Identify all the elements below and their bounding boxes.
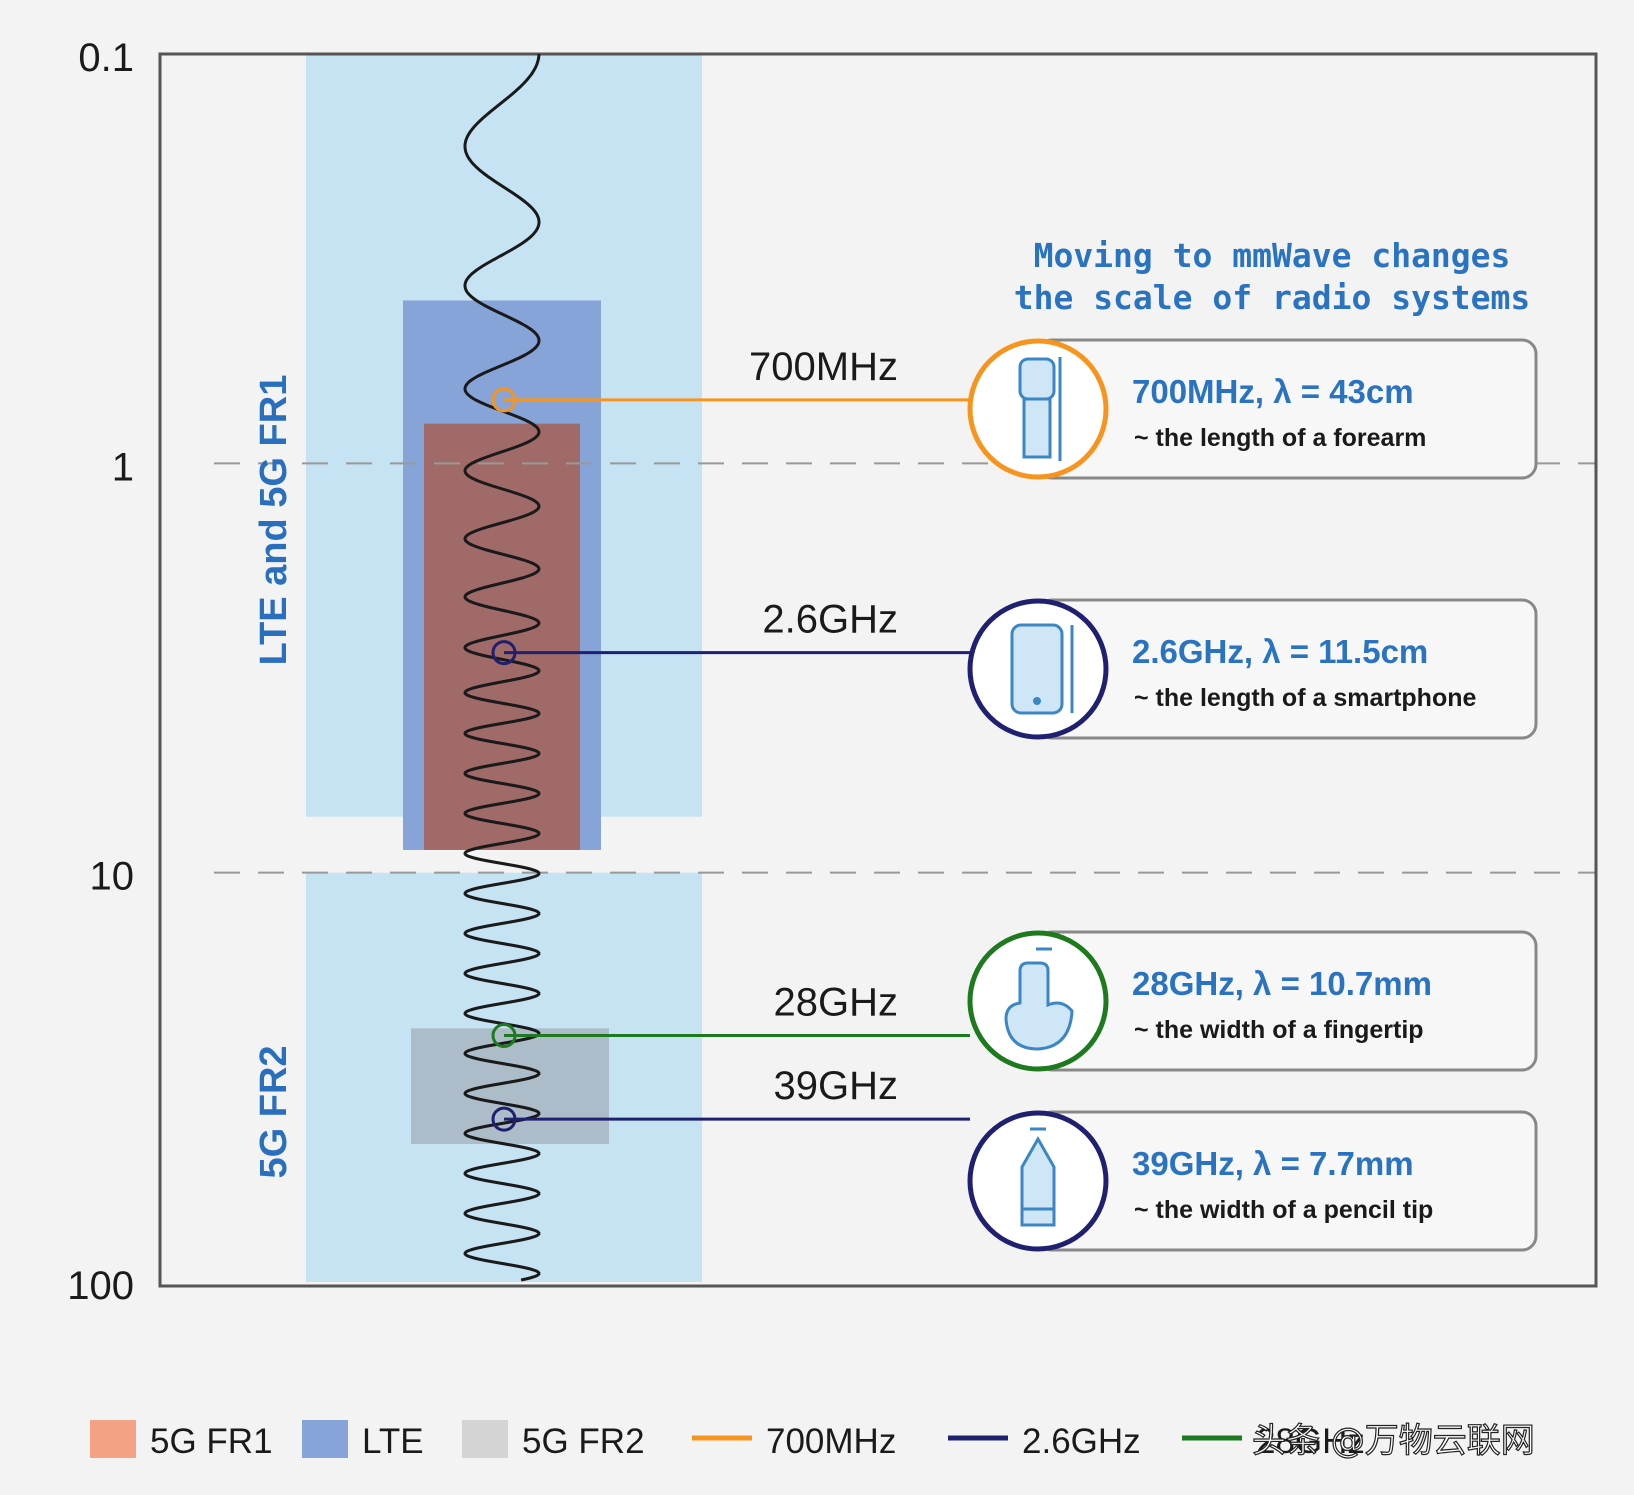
y-tick-label: 0.1 <box>78 36 134 80</box>
band-5g-fr2 <box>411 1028 609 1144</box>
y-tick-label: 1 <box>112 445 134 489</box>
card-subtitle: ~ the width of a pencil tip <box>1134 1196 1433 1224</box>
legend-label: 5G FR1 <box>150 1422 273 1461</box>
legend-item-5g-fr2: 5G FR2 <box>462 1420 645 1461</box>
fingertip-icon <box>1004 947 1074 1051</box>
card-title: 700MHz, λ = 43cm <box>1132 373 1414 410</box>
legend-label: 700MHz <box>766 1422 896 1461</box>
marker-39ghz: 39GHz 39GHz, λ = 7.7mm ~ the width of a pe… <box>491 1064 1538 1252</box>
fingertip-hand <box>1004 961 1074 1051</box>
legend-swatch <box>462 1420 508 1458</box>
pencil-icon <box>1020 1127 1056 1227</box>
forearm-icon <box>1018 357 1062 461</box>
smartphone-button <box>1033 697 1041 705</box>
y-tick-labels: 0.1 1 10 100 <box>67 36 134 1308</box>
headline-line-1: Moving to mmWave changes <box>1034 236 1511 275</box>
wave-line <box>463 53 541 1282</box>
marker-2.6ghz: 2.6GHz 2.6GHz, λ = 11.5cm ~ the length of … <box>491 598 1538 740</box>
card-title: 39GHz, λ = 7.7mm <box>1132 1145 1414 1182</box>
legend-label: 2.6GHz <box>1022 1422 1141 1461</box>
frequency-label: 28GHz <box>774 981 899 1025</box>
forearm-hand <box>1018 357 1056 401</box>
frequency-label: 2.6GHz <box>762 598 898 642</box>
frequency-label: 700MHz <box>749 345 898 389</box>
card-subtitle: ~ the length of a smartphone <box>1134 684 1476 712</box>
band-rects <box>306 54 702 1282</box>
y-tick-label: 100 <box>67 1264 134 1308</box>
legend-item-2-6ghz: 2.6GHz <box>948 1422 1141 1461</box>
card-title: 2.6GHz, λ = 11.5cm <box>1132 633 1428 670</box>
card-title: 28GHz, λ = 10.7mm <box>1132 965 1432 1002</box>
legend-label: 28GHz <box>1256 1422 1365 1461</box>
frequency-label: 39GHz <box>774 1064 899 1108</box>
legend-swatch <box>302 1420 348 1458</box>
wave-marker <box>491 640 517 666</box>
wave-marker <box>491 1106 517 1132</box>
forearm-arm <box>1022 397 1052 459</box>
band-label-lower: LTE and 5G FR1 <box>253 375 295 666</box>
y-tick-label: 10 <box>90 855 135 899</box>
legend-item-5g-fr1: 5G FR1 <box>90 1420 273 1461</box>
legend-label: LTE <box>362 1422 424 1461</box>
card-subtitle: ~ the width of a fingertip <box>1134 1016 1424 1044</box>
legend-label: 5G FR2 <box>522 1422 645 1461</box>
legend-item-lte: LTE <box>302 1420 424 1461</box>
smartphone-icon <box>1010 623 1074 715</box>
frequency-markers: 700MHz 700MHz, λ = 43cm ~ the length of a … <box>491 338 1538 1252</box>
watermark: 头条 @万物云联网 <box>1252 1421 1535 1461</box>
marker-28ghz: 28GHz 28GHz, λ = 10.7mm ~ the width of a f… <box>491 930 1538 1072</box>
pencil-body <box>1020 1135 1056 1227</box>
plot-frame <box>158 52 1598 1288</box>
marker-700mhz: 700MHz 700MHz, λ = 43cm ~ the length of a … <box>491 338 1538 480</box>
legend-swatch <box>90 1420 136 1458</box>
legend: 5G FR1 LTE 5G FR2 700MHz 2.6GHz 28GHz <box>90 1420 1365 1461</box>
legend-item-700mhz: 700MHz <box>692 1422 896 1461</box>
card-subtitle: ~ the length of a forearm <box>1134 424 1426 452</box>
smartphone-body <box>1010 623 1064 715</box>
wave-marker <box>491 1023 517 1049</box>
band-label-upper: 5G FR2 <box>253 1045 295 1178</box>
headline-line-2: the scale of radio systems <box>1014 278 1531 317</box>
legend-item-28ghz: 28GHz <box>1182 1422 1365 1461</box>
wave-marker <box>491 387 517 413</box>
